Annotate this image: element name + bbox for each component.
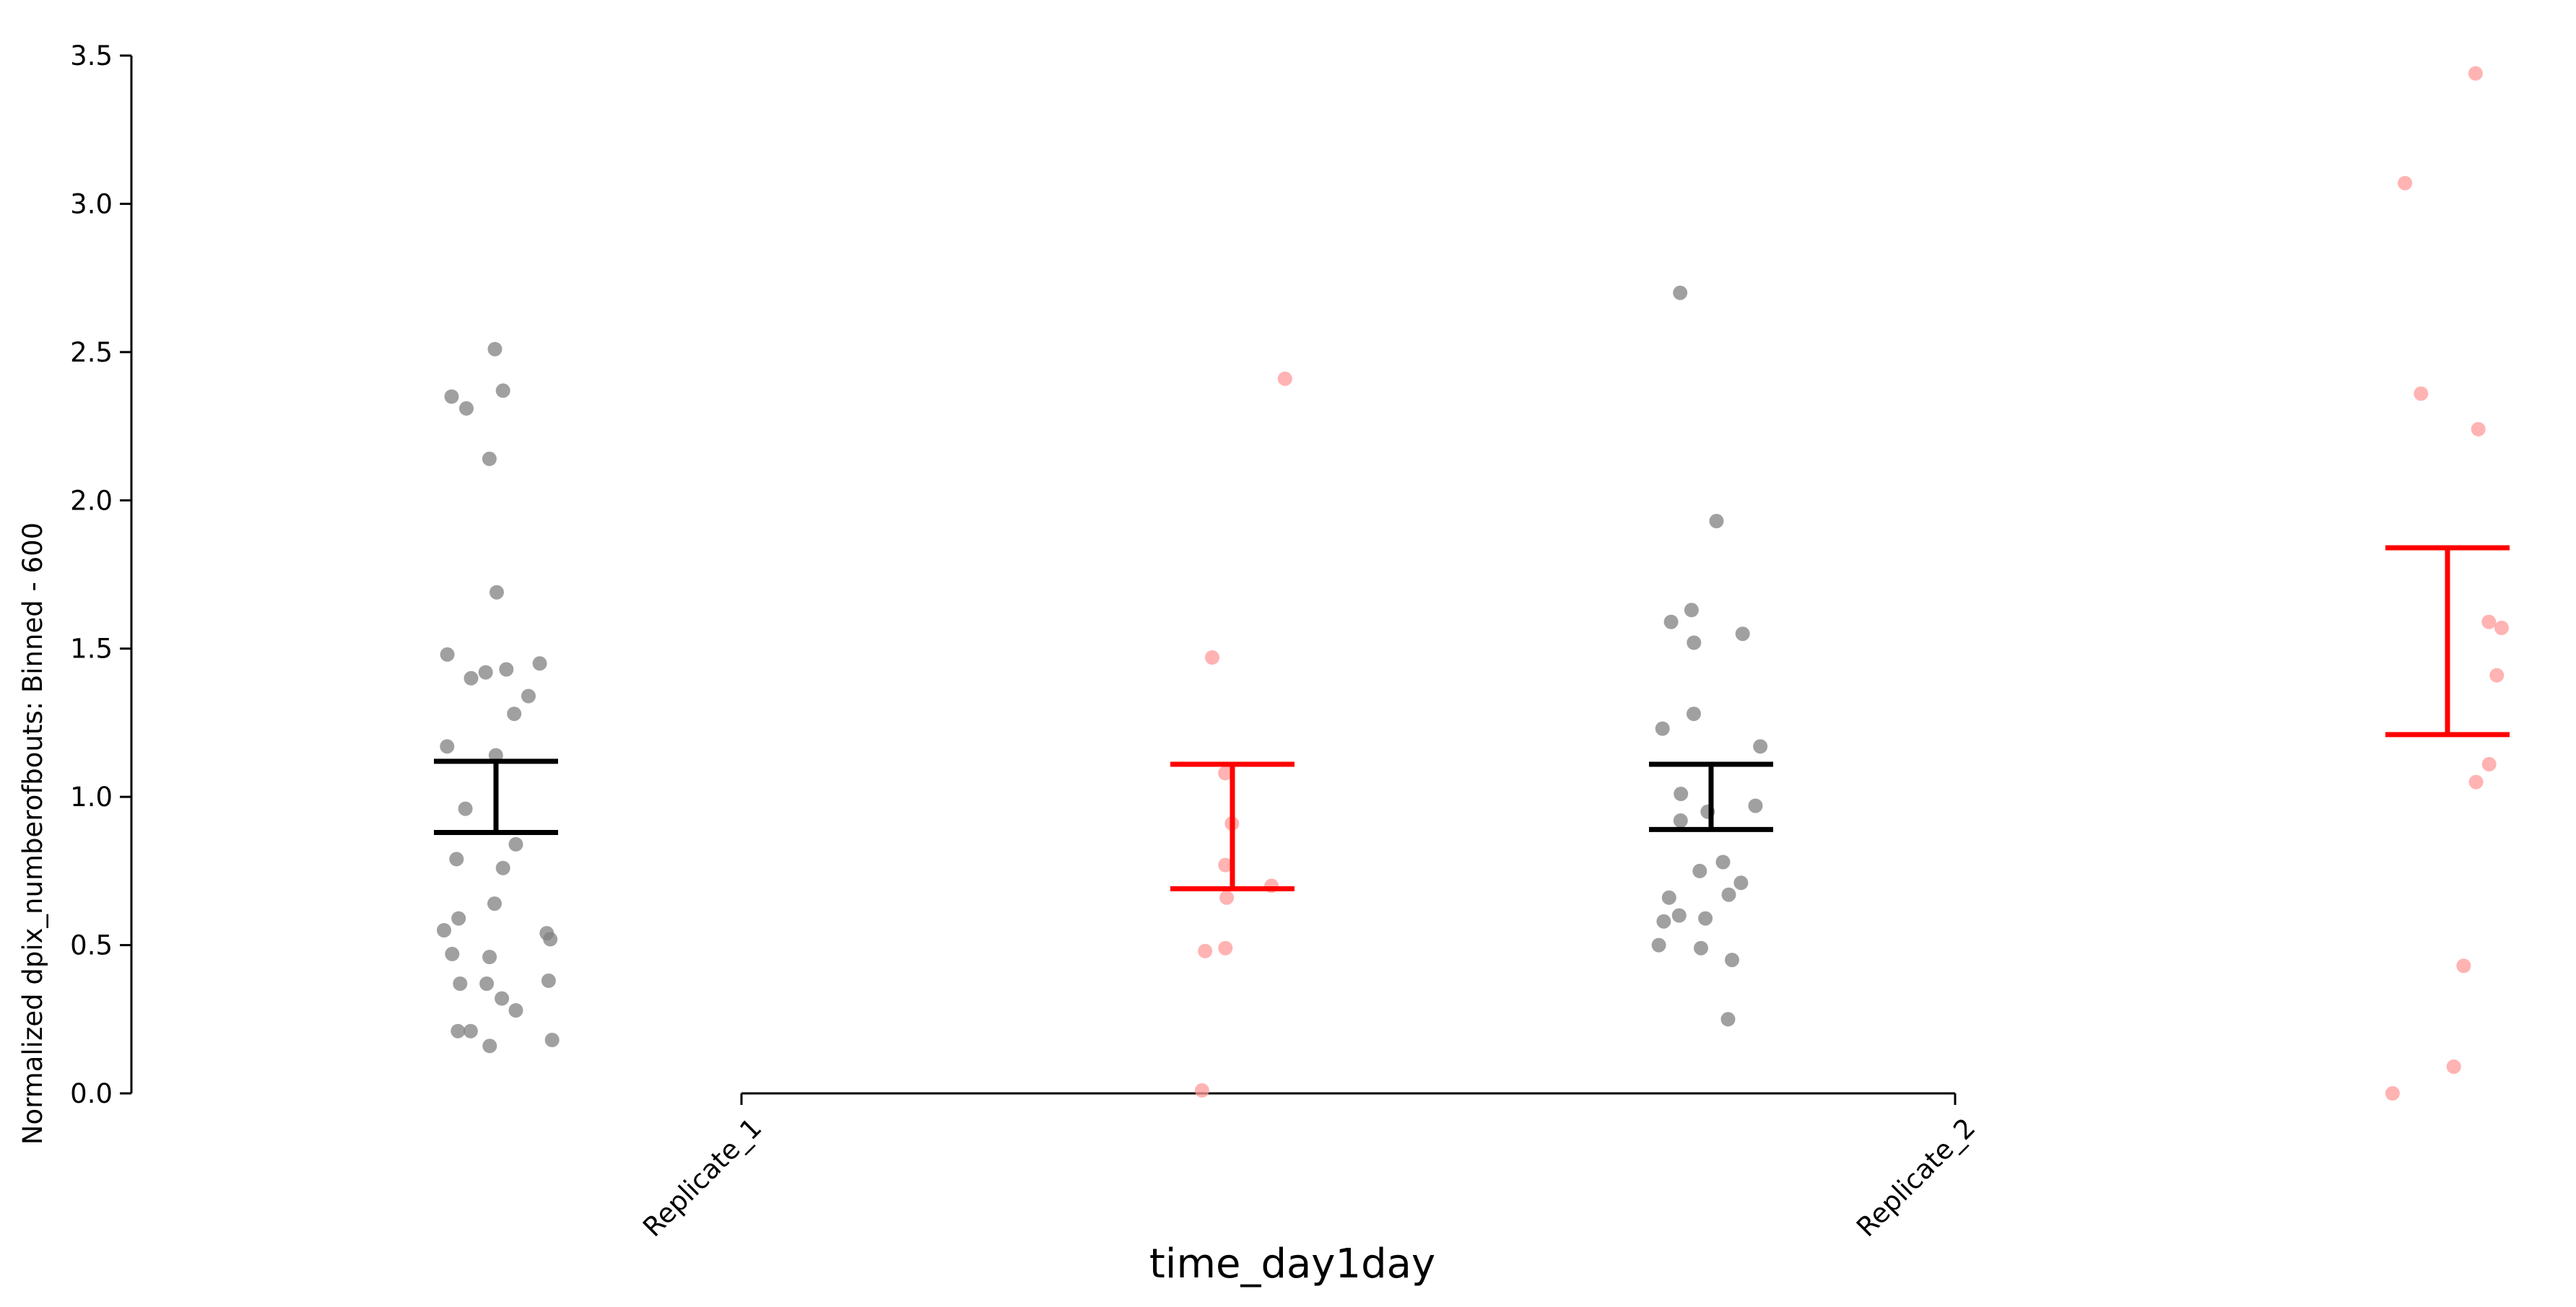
black-data-point — [544, 1033, 560, 1047]
black-data-point — [1663, 614, 1679, 629]
black-data-point — [499, 662, 514, 677]
black-data-point — [1735, 626, 1750, 642]
black-data-point — [1709, 514, 1724, 528]
black-data-point — [495, 860, 510, 875]
black-data-point — [1671, 908, 1687, 923]
black-data-point — [521, 689, 536, 704]
black-data-point — [495, 383, 510, 398]
red-data-point — [2456, 958, 2471, 974]
black-data-point — [508, 1003, 523, 1018]
black-data-point — [1720, 1012, 1736, 1027]
black-data-point — [1673, 813, 1688, 828]
y-tick-label: 2.5 — [70, 337, 113, 368]
error-bars-layer — [434, 545, 2510, 892]
red-data-point — [1198, 943, 1213, 958]
black-data-point — [1748, 798, 1763, 813]
x-axis: Replicate_1 Replicate_2 — [637, 1092, 1981, 1243]
black-data-point — [487, 896, 502, 912]
black-data-point — [487, 341, 502, 357]
red-data-point — [2468, 774, 2484, 790]
black-data-point — [482, 451, 497, 466]
red-data-point — [1277, 371, 1292, 386]
x-axis-label: time_day1day — [1149, 1241, 1435, 1288]
red-data-point — [2494, 621, 2509, 635]
black-data-point — [508, 836, 523, 852]
black-data-point — [444, 389, 459, 404]
y-tick-label: 3.0 — [70, 188, 113, 219]
y-tick-label: 3.5 — [70, 40, 113, 71]
y-tick-label: 2.0 — [70, 485, 113, 516]
red-data-point — [1218, 766, 1233, 781]
red-data-point — [2471, 421, 2486, 437]
black-data-point — [543, 932, 558, 947]
black-data-point — [1753, 739, 1768, 754]
black-data-point — [1687, 635, 1702, 650]
red-data-point — [2489, 668, 2505, 683]
red-data-point — [1218, 940, 1233, 956]
black-data-point — [1715, 854, 1731, 870]
black-error-bar — [434, 759, 558, 835]
y-tick-label: 0.5 — [70, 930, 113, 961]
black-data-point — [495, 991, 510, 1006]
red-data-point — [2385, 1086, 2400, 1101]
red-data-point — [1205, 650, 1219, 665]
black-data-point — [1684, 603, 1699, 618]
black-data-point — [458, 801, 473, 816]
black-data-point — [532, 656, 547, 671]
black-data-point — [478, 665, 493, 680]
red-data-point — [2468, 66, 2483, 81]
black-data-point — [464, 670, 479, 686]
black-data-point — [1655, 721, 1670, 736]
black-data-point — [437, 923, 451, 937]
red-data-point — [2446, 1059, 2461, 1074]
black-data-point — [482, 950, 497, 964]
black-data-point — [1725, 953, 1739, 968]
y-tick-label: 1.5 — [70, 634, 113, 665]
black-data-point — [1698, 911, 1713, 926]
black-data-point — [440, 739, 455, 754]
black-data-point — [451, 1023, 466, 1039]
black-data-point — [459, 401, 474, 416]
black-data-point — [1651, 937, 1666, 953]
red-data-point — [2398, 175, 2413, 191]
points-layer — [437, 66, 2509, 1101]
black-data-point — [1661, 890, 1676, 905]
black-data-point — [541, 973, 556, 988]
black-data-point — [1687, 707, 1701, 722]
y-axis: 0.0 0.5 1.0 1.5 2.0 2.5 3.0 3.5 — [70, 40, 133, 1109]
black-data-point — [1656, 914, 1671, 929]
y-tick-label: 0.0 — [70, 1078, 113, 1109]
black-data-point — [440, 647, 455, 662]
red-data-point — [1219, 890, 1235, 905]
red-data-point — [1194, 1083, 1209, 1098]
red-data-point — [1218, 857, 1233, 873]
red-data-point — [2414, 386, 2429, 401]
x-tick-label: Replicate_2 — [1850, 1112, 1981, 1243]
black-data-point — [453, 976, 468, 991]
black-data-point — [463, 1023, 478, 1039]
black-data-point — [449, 852, 464, 867]
red-data-point — [2481, 614, 2497, 629]
black-data-point — [482, 1039, 497, 1054]
black-data-point — [489, 585, 504, 600]
black-data-point — [479, 976, 495, 991]
red-error-bar — [2385, 545, 2510, 738]
black-data-point — [1692, 863, 1707, 878]
black-data-point — [451, 911, 466, 926]
black-data-point — [1721, 887, 1736, 902]
x-tick-label: Replicate_1 — [637, 1112, 767, 1243]
black-data-point — [1674, 787, 1689, 801]
black-data-point — [1733, 875, 1749, 891]
black-data-point — [445, 946, 460, 961]
red-data-point — [2481, 756, 2497, 771]
y-axis-label: Normalized dpix_numberofbouts: Binned - … — [17, 523, 48, 1145]
black-data-point — [1694, 940, 1708, 956]
black-error-bar — [1649, 761, 1773, 832]
y-tick-label: 1.0 — [70, 782, 113, 813]
red-error-bar — [1170, 761, 1294, 892]
black-data-point — [507, 707, 522, 722]
black-data-point — [1673, 285, 1688, 300]
